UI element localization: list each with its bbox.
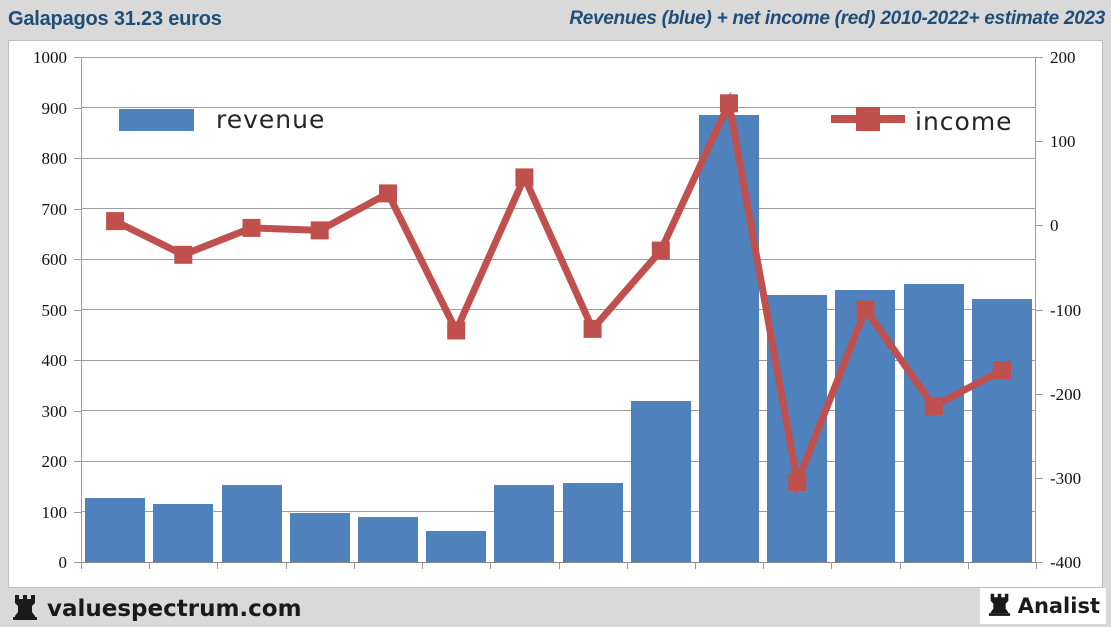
left-axis-label: 200 xyxy=(41,452,68,471)
x-axis-tick xyxy=(763,562,765,569)
right-axis-label: 0 xyxy=(1050,216,1059,236)
left-axis-label: 100 xyxy=(41,502,68,522)
bar-2019 xyxy=(699,114,760,562)
bar-2013 xyxy=(289,512,350,562)
bar-2010 xyxy=(85,497,146,562)
right-axis-tick xyxy=(1036,309,1043,311)
right-axis-label: 100 xyxy=(1050,132,1076,152)
brand-label: valuespectrum.com xyxy=(47,595,302,622)
legend-income-marker-icon xyxy=(831,105,905,138)
right-axis-label: -200 xyxy=(1050,384,1082,404)
left-axis-label: 900 xyxy=(41,98,68,118)
bar-2016 xyxy=(494,485,555,562)
right-axis-tick xyxy=(1036,393,1043,395)
bar-2023 xyxy=(971,299,1032,562)
left-axis-tick xyxy=(74,511,81,513)
left-axis-tick xyxy=(74,309,81,311)
right-axis-tick xyxy=(1036,57,1043,58)
left-axis-tick xyxy=(74,360,81,361)
right-axis-label: -100 xyxy=(1050,300,1082,320)
rook-icon xyxy=(12,592,38,625)
left-axis-label: 1000 xyxy=(33,48,67,67)
right-axis-tick xyxy=(1036,225,1043,227)
left-axis-tick xyxy=(74,562,81,563)
bar-2022 xyxy=(903,283,964,562)
footer-bar: valuespectrum.com Analist xyxy=(0,588,1111,627)
bar-2020 xyxy=(767,294,828,562)
legend-revenue-swatch xyxy=(119,108,194,131)
left-axis-tick xyxy=(74,461,81,462)
left-axis-label: 700 xyxy=(41,199,68,219)
bar-2018 xyxy=(630,401,691,562)
gridline xyxy=(81,56,1036,58)
chart-title: Revenues (blue) + net income (red) 2010-… xyxy=(569,8,1105,29)
legend-income: income xyxy=(831,105,1013,138)
right-axis-label: -300 xyxy=(1050,468,1082,488)
bar-2021 xyxy=(835,289,896,562)
brand[interactable]: valuespectrum.com xyxy=(12,592,302,625)
x-axis-tick xyxy=(558,562,560,569)
bar-2011 xyxy=(153,504,214,562)
bar-2012 xyxy=(221,485,282,562)
left-axis-label: 800 xyxy=(41,149,68,168)
left-axis-label: 500 xyxy=(41,300,68,320)
x-axis-tick xyxy=(1036,562,1037,569)
header-bar: Galapagos 31.23 euros Revenues (blue) + … xyxy=(0,0,1111,40)
left-axis-tick xyxy=(74,259,81,260)
right-axis-label: -400 xyxy=(1050,553,1082,572)
x-axis-tick xyxy=(831,562,833,569)
legend-revenue: revenue xyxy=(119,105,325,134)
x-axis-tick xyxy=(81,562,82,569)
legend-income-label: income xyxy=(915,107,1013,136)
left-axis-label: 0 xyxy=(58,553,68,572)
bar-2017 xyxy=(562,483,623,562)
x-axis-tick xyxy=(353,562,355,569)
right-axis-tick xyxy=(1036,141,1043,143)
analist-label: Analist xyxy=(1017,594,1100,618)
right-axis-tick xyxy=(1036,562,1043,563)
x-axis-tick xyxy=(422,562,424,569)
x-axis-tick xyxy=(899,562,901,569)
left-axis-tick xyxy=(74,158,81,159)
page-title: Galapagos 31.23 euros xyxy=(8,8,222,30)
rook-icon xyxy=(988,591,1011,621)
x-axis-tick xyxy=(217,562,219,569)
left-axis-tick xyxy=(74,57,81,58)
x-axis-tick xyxy=(285,562,287,569)
gridline xyxy=(81,157,1036,159)
x-axis-tick xyxy=(626,562,628,569)
chart-panel: 0 100 200 300 400 500 600 700 800 900 1000 -400 -30… xyxy=(8,40,1103,603)
legend-revenue-label: revenue xyxy=(216,105,326,134)
left-axis-tick xyxy=(74,208,81,210)
right-axis-tick xyxy=(1036,477,1043,479)
bar-2014 xyxy=(357,516,418,562)
gridline xyxy=(81,208,1036,209)
analist-badge[interactable]: Analist xyxy=(979,588,1106,624)
x-axis-tick xyxy=(149,562,151,569)
x-axis-tick xyxy=(694,562,696,569)
left-axis-label: 600 xyxy=(41,250,68,269)
gridline xyxy=(81,258,1036,260)
bar-2015 xyxy=(426,530,487,562)
x-axis-tick xyxy=(490,562,492,569)
right-axis-label: 200 xyxy=(1050,48,1076,67)
left-axis-tick xyxy=(74,107,81,109)
gridline xyxy=(81,511,1036,512)
left-axis-label: 300 xyxy=(41,401,68,421)
x-axis-tick xyxy=(967,562,969,569)
left-axis-tick xyxy=(74,410,81,412)
left-axis-label: 400 xyxy=(41,351,68,370)
